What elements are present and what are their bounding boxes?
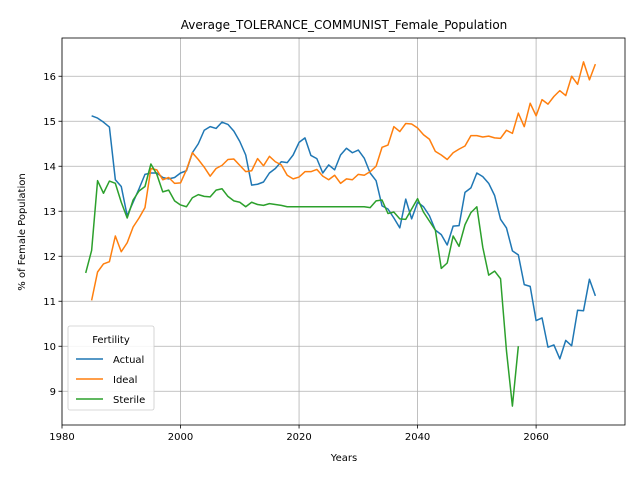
legend-label-actual: Actual (113, 355, 144, 366)
x-tick-label: 2020 (286, 432, 311, 443)
y-tick-label: 15 (43, 117, 56, 128)
y-tick-label: 11 (43, 297, 56, 308)
chart-title: Average_TOLERANCE_COMMUNIST_Female_Popul… (181, 18, 508, 32)
y-tick-label: 14 (43, 162, 56, 173)
series-line-sterile (84, 163, 520, 407)
x-axis-label: Years (330, 453, 357, 464)
y-tick-label: 12 (43, 252, 56, 263)
plot-background (62, 38, 625, 425)
series-line-actual (91, 115, 597, 360)
series-line-ideal (90, 61, 597, 301)
y-tick-label: 9 (50, 387, 56, 398)
y-axis-ticks: 9 10 11 12 13 14 15 16 (43, 72, 62, 398)
y-tick-label: 10 (43, 342, 56, 353)
series-lines (84, 61, 597, 407)
grid-lines (61, 38, 625, 425)
legend-title: Fertility (92, 335, 130, 346)
y-tick-label: 13 (43, 207, 56, 218)
plot-frame (61, 37, 626, 426)
y-tick-label: 16 (43, 72, 56, 83)
legend-items: Actual Ideal Sterile (76, 355, 145, 406)
plot-area (61, 37, 626, 426)
x-tick-label: 1980 (49, 432, 74, 443)
y-axis-label: % of Female Population (17, 173, 28, 290)
legend-box (67, 325, 155, 411)
x-tick-label: 2060 (523, 432, 548, 443)
legend-label-sterile: Sterile (113, 395, 145, 406)
x-tick-label: 2000 (168, 432, 193, 443)
legend: Fertility Actual Ideal Sterile (67, 325, 155, 411)
x-axis-ticks: 1980 2000 2020 2040 2060 (49, 425, 549, 443)
legend-label-ideal: Ideal (113, 375, 137, 386)
x-tick-label: 2040 (405, 432, 430, 443)
